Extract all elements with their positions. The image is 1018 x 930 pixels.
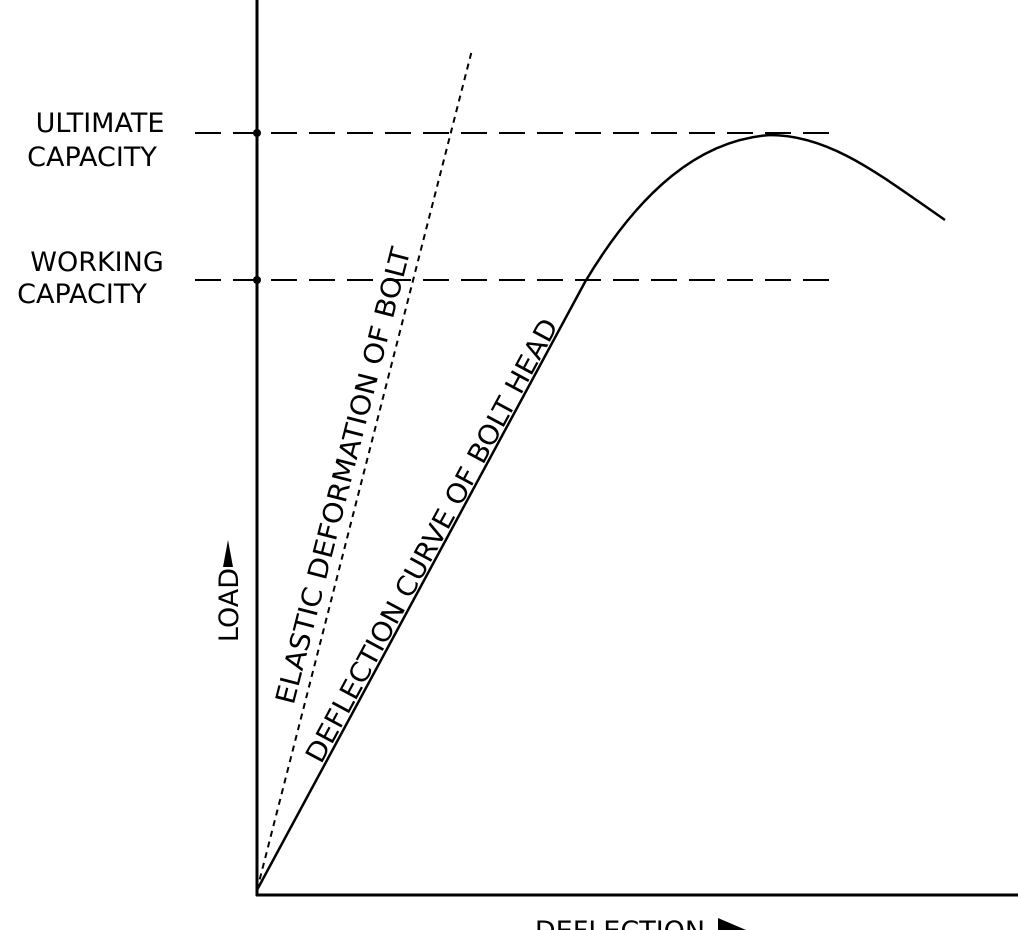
y-axis-label: LOAD: [214, 568, 245, 642]
working-label: WORKING: [30, 247, 164, 278]
y-arrow: [223, 540, 233, 567]
working-dot: [253, 276, 261, 284]
deflection-curve: [255, 133, 946, 891]
ultimate-label: ULTIMATE: [36, 108, 165, 139]
elastic-line: [256, 49, 473, 891]
ultimate-label: CAPACITY: [27, 142, 157, 173]
x-axis-label: DEFLECTION: [535, 916, 705, 930]
x-arrow: [718, 918, 746, 930]
ultimate-dot: [253, 129, 261, 137]
working-label: CAPACITY: [17, 279, 147, 310]
